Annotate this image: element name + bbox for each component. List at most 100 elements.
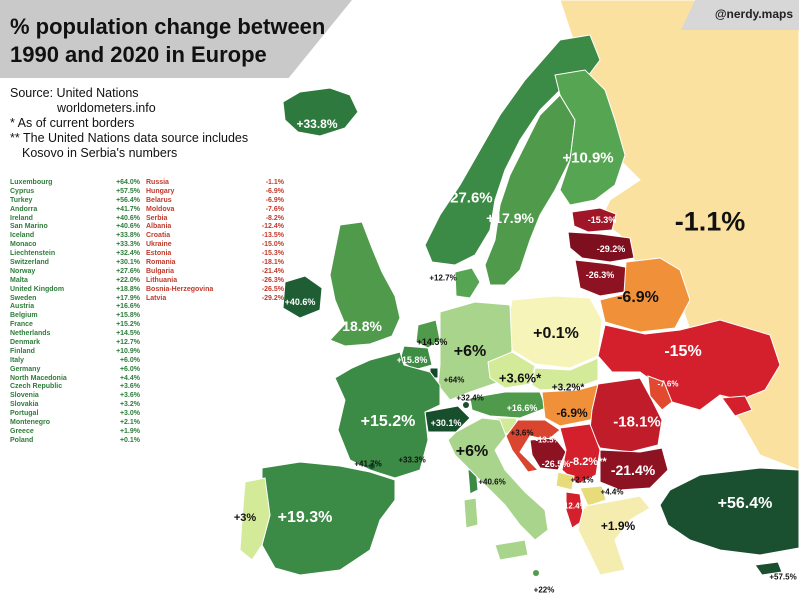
legend-negative-country: Hungary [146,187,175,195]
legend-negative: Russia -1.1% Hungary -6.9% Belarus -6.9% Moldo… [146,179,286,303]
legend-positive-value: +33.3% [116,241,140,249]
legend-negative-value: -7.6% [265,205,284,213]
legend-positive-value: +12.7% [116,339,140,347]
legend-positive-country: San Marino [10,223,48,231]
legend-positive-row: Ireland +40.6% [10,215,145,224]
label-iceland: +33.8% [296,117,338,131]
legend-negative-row: Moldova -7.6% [146,206,286,215]
legend-positive-country: North Macedonia [10,374,67,382]
label-lithuania: -26.3% [585,270,615,280]
region-sweden [484,94,576,286]
legend-positive-value: +16.6% [116,303,140,311]
source-line-4: ** The United Nations data source includ… [10,131,249,145]
legend-positive-row: Poland +0.1% [10,437,145,446]
legend-negative-country: Serbia [146,214,168,222]
legend-positive-country: United Kingdom [10,285,65,293]
legend-negative-country: Belarus [146,196,172,204]
legend-negative-value: -6.9% [265,196,284,204]
legend-positive-country: Germany [10,365,41,373]
region-turkey [659,467,799,556]
label-liechtenstein: +32.4% [456,393,484,403]
legend-positive-row: San Marino +40.6% [10,223,145,232]
legend-positive-value: +3.6% [119,392,140,400]
region-finland [554,69,626,206]
legend-positive-value: +6.0% [119,365,140,373]
legend-negative-row: Albania -12.4% [146,223,286,232]
legend-positive-row: Italy +6.0% [10,357,145,366]
title-line-2: 1990 and 2020 in Europe [10,42,267,67]
legend-positive-value: +0.1% [119,436,140,444]
legend-negative-row: Serbia -8.2% [146,215,286,224]
legend-positive-value: +3.2% [119,401,140,409]
legend-negative-country: Ukraine [146,241,172,249]
region-malta [533,570,539,576]
legend-negative-country: Estonia [146,250,172,258]
legend-positive-value: +3.6% [119,383,140,391]
legend-negative-value: -6.9% [265,187,284,195]
legend-positive-country: Netherlands [10,330,51,338]
legend-positive-country: Slovenia [10,392,39,400]
label-ireland: +40.6% [284,297,316,307]
legend-positive-row: Switzerland +30.1% [10,259,145,268]
region-greece [577,495,651,576]
region-cyprus [754,561,783,576]
legend-positive-row: Netherlands +14.5% [10,330,145,339]
legend-positive-row: North Macedonia +4.4% [10,375,145,384]
legend-positive-row: Sweden +17.9% [10,295,145,304]
legend-negative-country: Bulgaria [146,267,175,275]
region-latvia [567,231,635,263]
legend-positive: Luxembourg +64.0% Cyprus +57.5% Turkey +56.4%… [10,179,145,446]
region-bosnia [529,437,567,471]
region-uk [329,221,401,347]
legend-negative-row: Croatia -13.5% [146,232,286,241]
legend-positive-country: Portugal [10,410,39,418]
legend-positive-row: Denmark +12.7% [10,339,145,348]
legend-positive-value: +17.9% [116,294,140,302]
source-line-2: worldometers.info [57,101,156,115]
label-spain: +19.3% [277,509,333,526]
legend-positive-value: +32.4% [116,250,140,258]
label-latvia: -29.2% [596,244,626,254]
region-sicily [494,539,529,561]
legend-negative-country: Croatia [146,232,171,240]
source-line-3: * As of current borders [10,116,135,130]
legend-positive-value: +10.9% [116,347,140,355]
label-san-marino: +40.6% [478,477,506,487]
region-montenegro [555,471,575,491]
label-cyprus: +57.5% [769,572,797,582]
title-line-1: % population change between [10,14,326,39]
legend-positive-value: +56.4% [116,196,140,204]
legend-positive-row: Malta +22.0% [10,277,145,286]
source-line-5: Kosovo in Serbia's numbers [22,146,178,160]
label-croatia: -13.5% [535,435,561,445]
label-belarus: -6.9% [617,289,659,306]
region-liechtenstein [463,402,469,408]
legend-negative-country: Latvia [146,294,167,302]
region-crimea [721,395,753,417]
legend-positive-country: Czech Republic [10,383,63,391]
legend-positive-country: Andorra [10,205,38,213]
region-portugal [239,477,271,561]
legend-positive-value: +18.8% [116,285,140,293]
region-andorra [369,463,375,469]
legend-negative-row: Russia -1.1% [146,179,286,188]
legend-positive-country: Italy [10,356,25,364]
label-greece: +1.9% [600,519,636,533]
legend-positive-country: Iceland [10,232,35,240]
legend-positive-country: Switzerland [10,259,49,267]
legend-positive-row: Finland +10.9% [10,348,145,357]
legend-positive-country: Finland [10,347,35,355]
title-banner: % population change between 1990 and 202… [0,0,352,78]
legend-positive-country: France [10,321,33,329]
legend-negative-country: Bosnia-Herzegovina [146,285,214,293]
legend-negative-value: -18.1% [261,259,284,267]
legend-positive-value: +40.6% [116,223,140,231]
legend-positive-row: Slovakia +3.2% [10,401,145,410]
label-malta: +22% [533,585,555,595]
legend-negative-country: Lithuania [146,276,178,284]
legend-positive-value: +22.0% [116,276,140,284]
legend-negative-value: -1.1% [265,179,284,186]
legend-positive-row: Monaco +33.3% [10,241,145,250]
legend-negative-row: Estonia -15.3% [146,250,286,259]
